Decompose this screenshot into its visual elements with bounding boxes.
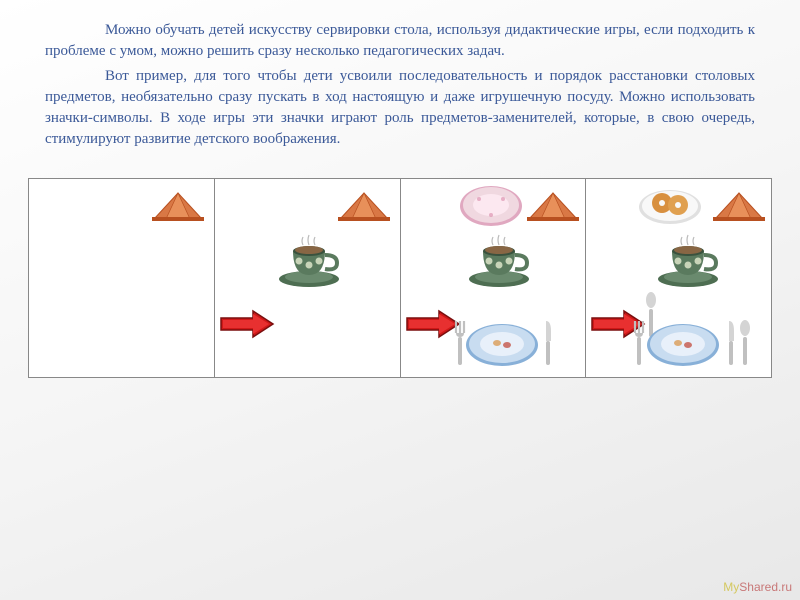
spoon-icon bbox=[738, 319, 752, 367]
cup-icon bbox=[277, 231, 345, 287]
napkin-icon bbox=[338, 191, 390, 221]
arrow-icon bbox=[219, 309, 275, 339]
paragraph-1: Можно обучать детей искусству сервировки… bbox=[45, 20, 755, 62]
cell-2 bbox=[215, 179, 401, 377]
napkin-icon bbox=[152, 191, 204, 221]
blue-plate-icon bbox=[465, 323, 539, 367]
cell-1 bbox=[29, 179, 215, 377]
watermark: MyShared.ru bbox=[723, 580, 792, 594]
napkin-icon bbox=[527, 191, 579, 221]
pink-plate-icon bbox=[459, 185, 523, 227]
knife-icon bbox=[541, 319, 555, 367]
cup-icon bbox=[467, 231, 535, 287]
cell-3 bbox=[401, 179, 587, 377]
watermark-prefix: My bbox=[723, 580, 739, 594]
cell-4 bbox=[586, 179, 771, 377]
cup-icon bbox=[656, 231, 724, 287]
blue-plate-icon bbox=[646, 323, 720, 367]
sequence-table bbox=[28, 178, 772, 378]
watermark-suffix: Shared.ru bbox=[739, 580, 792, 594]
napkin-icon bbox=[713, 191, 765, 221]
fork-icon bbox=[632, 319, 646, 367]
paragraph-2: Вот пример, для того чтобы дети усвоили … bbox=[45, 66, 755, 150]
donut-plate-icon bbox=[638, 183, 702, 225]
text-content: Можно обучать детей искусству сервировки… bbox=[0, 0, 800, 164]
knife-icon bbox=[724, 319, 738, 367]
